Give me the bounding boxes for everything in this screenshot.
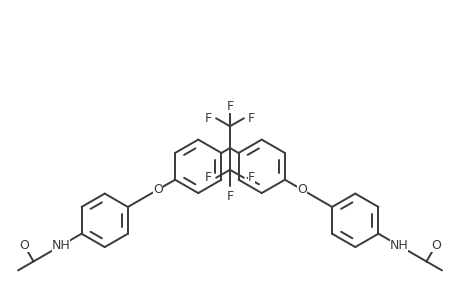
Text: F: F <box>205 171 212 184</box>
Text: F: F <box>226 190 233 202</box>
Text: NH: NH <box>389 239 408 252</box>
Text: O: O <box>153 183 162 196</box>
Text: F: F <box>226 100 233 113</box>
Text: NH: NH <box>51 239 70 252</box>
Text: O: O <box>430 239 440 252</box>
Text: O: O <box>297 183 306 196</box>
Text: F: F <box>247 171 254 184</box>
Text: F: F <box>247 112 254 125</box>
Text: F: F <box>205 112 212 125</box>
Text: O: O <box>19 239 29 252</box>
